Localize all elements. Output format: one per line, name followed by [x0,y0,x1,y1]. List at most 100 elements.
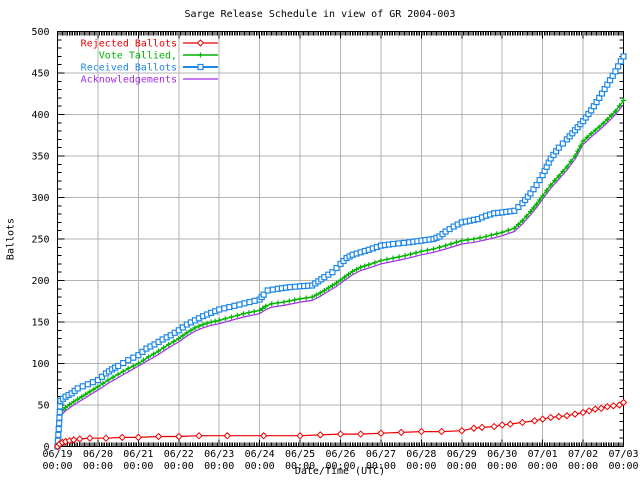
y-tick-label: 400 [31,110,49,121]
series-marker-received-ballots [56,408,63,416]
series-marker-received-ballots [89,379,96,386]
series-marker-received-ballots [241,300,248,307]
series-marker-received-ballots [55,425,62,433]
x-axis-title: Date/Time (UTC) [294,466,386,477]
series-marker-rejected-ballots [296,432,304,440]
series-marker-rejected-ballots [259,432,268,440]
series-marker-received-ballots [84,381,91,388]
x-tick-sublabel: 00:00 [325,461,355,472]
x-tick-label: 06/29 [447,449,477,460]
x-tick-label: 06/26 [325,449,355,460]
series-marker-received-ballots [221,305,228,312]
series-marker-received-ballots [139,348,146,355]
x-tick-sublabel: 00:00 [366,461,396,472]
x-tick-label: 06/25 [285,449,315,460]
series-marker-received-ballots [125,357,132,364]
series-marker-received-ballots [231,302,238,309]
series-marker-rejected-ballots [470,424,478,432]
series-marker-received-ballots [533,181,540,189]
series-marker-rejected-ballots [530,417,539,425]
series-marker-rejected-ballots [437,427,446,436]
series-marker-received-ballots [515,203,522,211]
x-tick-label: 07/03 [608,449,638,460]
series-marker-received-ballots [615,63,622,70]
series-marker-received-ballots [130,354,137,361]
series-marker-received-ballots [56,420,63,427]
series-marker-rejected-ballots [102,434,110,442]
series-marker-rejected-ballots [609,402,618,410]
x-tick-sublabel: 00:00 [83,461,113,472]
series-marker-rejected-ballots [154,432,163,441]
series-marker-received-ballots [115,362,122,370]
x-tick-sublabel: 00:00 [42,461,72,472]
x-tick-label: 06/22 [164,449,194,460]
x-tick-label: 06/28 [406,449,436,460]
x-tick-sublabel: 00:00 [164,461,194,472]
series-marker-rejected-ballots [571,410,579,418]
chart-title: Sarge Release Schedule in view of GR 200… [184,9,456,20]
series-marker-received-ballots [251,297,258,304]
series-marker-rejected-ballots [118,433,126,442]
series-marker-rejected-ballots [591,405,599,413]
series-marker-rejected-ballots [69,436,78,444]
series-marker-received-ballots [291,283,299,290]
series-marker-rejected-ballots [377,429,385,437]
series-marker-rejected-ballots [316,431,324,439]
series-marker-rejected-ballots [417,427,426,436]
y-tick-label: 500 [31,27,49,38]
legend-label-rejected-ballots: Rejected Ballots [81,39,177,50]
series-marker-received-ballots [56,414,63,421]
series-marker-rejected-ballots [555,412,563,421]
series-marker-received-ballots [269,286,276,293]
series-marker-rejected-ballots [506,420,515,428]
series-marker-received-ballots [612,68,619,75]
series-marker-received-ballots [400,239,407,246]
y-tick-label: 150 [31,318,49,329]
x-tick-label: 06/20 [83,449,113,460]
series-marker-rejected-ballots [597,404,605,413]
legend-marker-rejected-ballots [196,39,205,47]
series-marker-received-ballots [333,264,340,272]
series-marker-received-ballots [98,373,106,380]
x-tick-label: 06/24 [245,449,275,460]
series-marker-received-ballots [74,385,81,392]
series-marker-received-ballots [55,431,62,438]
x-tick-label: 06/19 [42,449,72,460]
series-marker-rejected-ballots [86,434,94,442]
x-tick-label: 07/02 [568,449,598,460]
series-line-acknowledgements [56,104,624,447]
series-marker-rejected-ballots [585,407,593,415]
x-tick-label: 06/23 [204,449,234,460]
series-marker-received-ballots [236,301,243,308]
legend-label-vote-tallied: Vote Tallied, [99,51,177,62]
series-marker-rejected-ballots [518,418,527,427]
series-marker-rejected-ballots [134,433,143,442]
series-marker-received-ballots [620,53,627,60]
series-marker-received-ballots [617,58,624,65]
series-marker-received-ballots [226,303,233,311]
y-tick-label: 250 [31,235,49,246]
series-marker-rejected-ballots [357,430,365,438]
series-marker-received-ballots [260,291,267,298]
y-tick-label: 0 [43,442,49,453]
series-marker-rejected-ballots [195,432,203,440]
series-marker-rejected-ballots [490,422,498,431]
series-marker-received-ballots [329,269,336,276]
series-marker-received-ballots [246,298,253,306]
x-tick-sublabel: 00:00 [123,461,153,472]
series-marker-received-ballots [216,306,223,313]
x-tick-sublabel: 00:00 [245,461,275,472]
x-tick-sublabel: 00:00 [487,461,517,472]
series-marker-received-ballots [511,207,518,214]
series-marker-received-ballots [79,383,86,390]
x-tick-sublabel: 00:00 [406,461,436,472]
series-marker-rejected-ballots [336,430,345,438]
legend-label-acknowledgements: Acknowledgements [81,75,177,86]
series-marker-rejected-ballots [498,421,506,429]
series-marker-received-ballots [389,240,397,248]
series-marker-rejected-ballots [458,427,466,435]
x-tick-label: 06/27 [366,449,396,460]
series-marker-rejected-ballots [603,402,612,411]
series-marker-received-ballots [94,377,102,384]
